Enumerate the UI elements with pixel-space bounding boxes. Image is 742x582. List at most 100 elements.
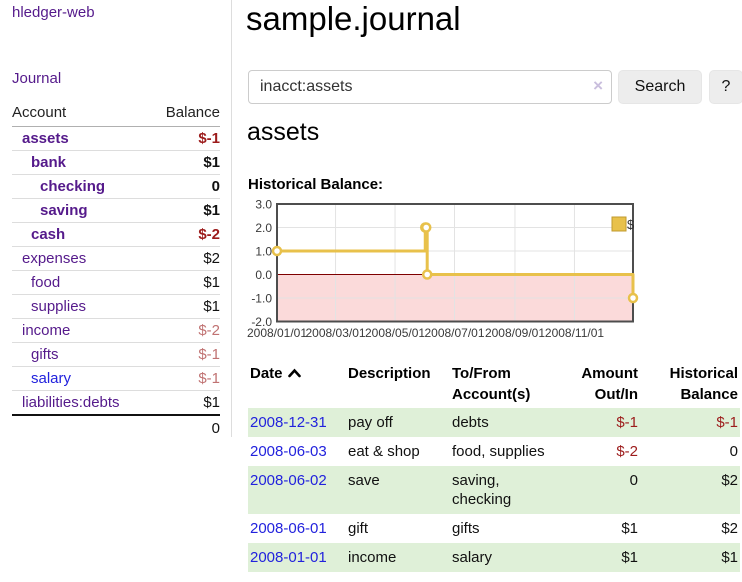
register-balance-cell: $2 <box>721 472 738 489</box>
account-row: saving $1 <box>12 198 220 223</box>
account-row: bank $1 <box>12 150 220 175</box>
register-row: 2008-06-01 gift gifts $1 $2 <box>248 514 740 543</box>
account-link-gifts[interactable]: gifts <box>31 346 59 363</box>
account-name-cell: liabilities:debts <box>12 390 151 415</box>
account-link-salary[interactable]: salary <box>31 370 72 387</box>
account-name-cell: bank <box>12 150 151 175</box>
account-balance: $-1 <box>150 342 220 367</box>
svg-text:-1.0: -1.0 <box>251 292 272 306</box>
account-name-cell: assets <box>12 127 150 151</box>
account-balance: $1 <box>150 150 220 175</box>
account-link-expenses[interactable]: expenses <box>22 250 87 267</box>
svg-text:2008/05/01: 2008/05/01 <box>365 326 425 340</box>
account-balance: $1 <box>150 198 220 223</box>
register-header-balance[interactable]: Historical Balance <box>669 365 738 403</box>
account-link-liabilities-debts[interactable]: liabilities:debts <box>22 394 120 411</box>
account-row: cash $-2 <box>12 222 220 247</box>
account-link-assets[interactable]: assets <box>22 130 69 147</box>
register-accounts-cell: food, supplies <box>452 443 545 460</box>
register-balance-cell: $2 <box>721 520 738 537</box>
register-date-cell: 2008-06-03 <box>248 437 346 466</box>
account-balance: $2 <box>150 246 220 271</box>
register-amount-cell: $1 <box>621 520 638 537</box>
account-row: supplies $1 <box>12 294 220 319</box>
account-link-checking[interactable]: checking <box>40 178 106 195</box>
help-button[interactable]: ? <box>709 70 742 104</box>
register-date-cell: 2008-06-02 <box>248 466 346 514</box>
register-description-cell: eat & shop <box>348 443 420 460</box>
account-row: food $1 <box>12 270 220 295</box>
register-balance-cell: $-1 <box>716 414 738 431</box>
register-accounts-cell: debts <box>452 414 489 431</box>
account-link-supplies[interactable]: supplies <box>31 298 87 315</box>
register-description-cell: gift <box>348 520 369 537</box>
account-name-cell: gifts <box>12 342 151 367</box>
search-input[interactable] <box>248 70 612 104</box>
account-name-cell: supplies <box>12 294 151 319</box>
search-input-wrap: × <box>248 70 612 104</box>
search-form: × Search ? <box>248 70 742 104</box>
account-row: liabilities:debts $1 <box>12 390 220 415</box>
page-title: sample.journal <box>246 0 461 37</box>
clear-search-icon[interactable]: × <box>593 76 603 95</box>
account-row: assets $-1 <box>12 127 220 151</box>
brand-link[interactable]: hledger-web <box>12 4 95 21</box>
account-balance: 0 <box>150 174 220 199</box>
account-balance: $-2 <box>150 318 220 343</box>
legend-label: $ <box>627 217 635 232</box>
transaction-date-link[interactable]: 2008-01-01 <box>250 549 327 566</box>
svg-text:-2.0: -2.0 <box>251 315 272 329</box>
account-link-cash[interactable]: cash <box>31 226 66 243</box>
transaction-date-link[interactable]: 2008-06-01 <box>250 520 327 537</box>
sort-ascending-icon <box>287 368 301 378</box>
accounts-total-spacer <box>12 414 151 441</box>
accounts-header-balance: Balance <box>150 101 220 127</box>
account-balance: $-2 <box>150 222 220 247</box>
account-name-cell: expenses <box>12 246 151 271</box>
account-balance: $1 <box>150 270 220 295</box>
register-header-description[interactable]: Description <box>348 365 431 382</box>
register-row: 2008-01-01 income salary $1 $1 <box>248 543 740 572</box>
sidebar-item-journal[interactable]: Journal <box>12 70 62 87</box>
register-row: 2008-06-03 eat & shop food, supplies $-2 0 <box>248 437 740 466</box>
register-header-row: Date Description To/From Account(s) Amou… <box>248 360 740 408</box>
register-header-accounts[interactable]: To/From Account(s) <box>452 365 531 403</box>
accounts-table: Account Balance assets $-1 bank $1 checking 0… <box>12 101 220 441</box>
svg-text:1.0: 1.0 <box>255 245 272 259</box>
account-heading: assets <box>247 118 320 146</box>
account-link-food[interactable]: food <box>31 274 61 291</box>
svg-text:3.0: 3.0 <box>255 198 272 212</box>
transaction-date-link[interactable]: 2008-12-31 <box>250 414 327 431</box>
account-balance: $-1 <box>198 130 220 147</box>
account-link-bank[interactable]: bank <box>31 154 67 171</box>
svg-text:2008/09/01: 2008/09/01 <box>485 326 545 340</box>
transaction-date-link[interactable]: 2008-06-03 <box>250 443 327 460</box>
account-name-cell: checking <box>12 174 151 199</box>
transaction-date-link[interactable]: 2008-06-02 <box>250 472 327 489</box>
historical-balance-chart: $3.0 2.0 1.0 0.0 -1.0 -2.02008/01/012008/03/0… <box>247 198 639 340</box>
register-header-amount[interactable]: Amount Out/In <box>581 365 638 403</box>
account-row: income $-2 <box>12 318 220 343</box>
accounts-header-row: Account Balance <box>12 101 220 127</box>
svg-text:2008/07/01: 2008/07/01 <box>424 326 484 340</box>
register-description-cell: income <box>348 549 397 566</box>
register-accounts-cell: saving, checking <box>452 472 512 508</box>
register-description-cell: pay off <box>348 414 393 431</box>
account-name-cell: salary <box>12 366 151 391</box>
account-row: checking 0 <box>12 174 220 199</box>
register-row: 2008-12-31 pay off debts $-1 $-1 <box>248 408 740 437</box>
register-row: 2008-06-02 save saving, checking 0 $2 <box>248 466 740 514</box>
account-link-income[interactable]: income <box>22 322 71 339</box>
account-link-saving[interactable]: saving <box>40 202 88 219</box>
account-name-cell: income <box>12 318 151 343</box>
register-amount-cell: $-2 <box>616 443 638 460</box>
register-accounts-cell: salary <box>452 549 493 566</box>
register-accounts-cell: gifts <box>452 520 480 537</box>
account-row: salary $-1 <box>12 366 220 391</box>
svg-text:2.0: 2.0 <box>255 221 272 235</box>
register-amount-cell: $-1 <box>616 414 638 431</box>
search-button[interactable]: Search <box>618 70 702 104</box>
register-header-date[interactable]: Date <box>248 360 346 408</box>
register-amount-cell: 0 <box>629 472 638 489</box>
svg-text:0.0: 0.0 <box>255 268 272 282</box>
